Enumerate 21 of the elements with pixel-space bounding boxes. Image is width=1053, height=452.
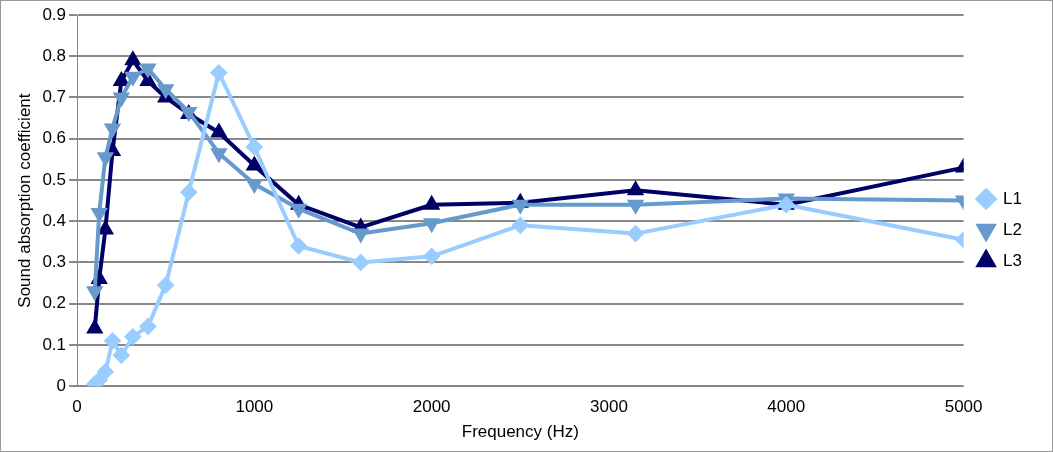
legend-label: L1 [1003,188,1023,208]
y-tick-label: 0.7 [42,87,67,107]
y-tick-label: 0.5 [42,169,67,189]
x-tick-label: 0 [72,397,82,417]
x-tick-label: 5000 [944,397,983,417]
legend-label: L2 [1003,219,1023,239]
x-tick-label: 2000 [412,397,451,417]
x-tick-label: 1000 [235,397,274,417]
y-tick-label: 0 [56,375,67,395]
legend-label: L3 [1003,250,1023,270]
y-tick-label: 0.3 [42,252,67,272]
y-tick-label: 0.1 [42,334,67,354]
y-tick-label: 0.2 [42,293,67,313]
x-tick-label: 4000 [767,397,806,417]
x-tick-label: 3000 [590,397,628,417]
x-axis-title: Frequency (Hz) [461,422,579,442]
y-tick-label: 0.4 [42,210,67,230]
y-tick-label: 0.6 [42,128,67,148]
y-tick-label: 0.8 [42,45,67,65]
y-axis-title: Sound absorption coefficient [14,93,34,308]
y-tick-label: 0.9 [42,4,67,24]
